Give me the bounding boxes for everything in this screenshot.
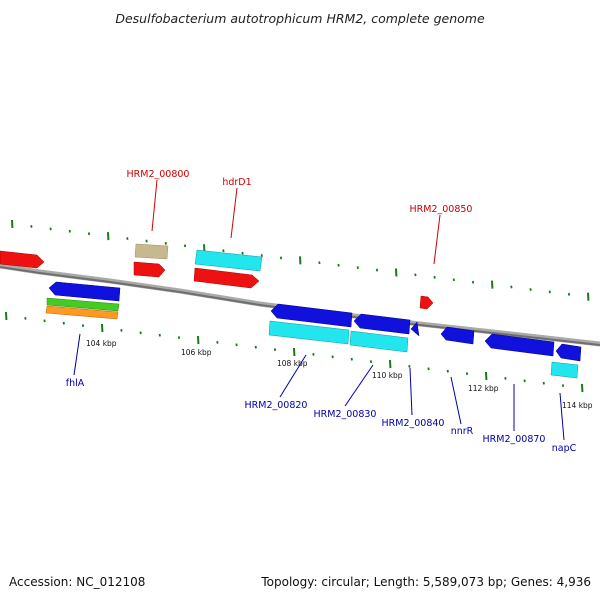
label-hdrD1[interactable]: hdrD1 xyxy=(222,177,251,188)
leader-hrm2-00800 xyxy=(151,179,158,232)
gene-hrm2-00820-hit[interactable] xyxy=(268,320,350,345)
label-napC[interactable]: napC xyxy=(552,443,577,454)
tick-label: 114 kbp xyxy=(562,401,593,410)
map-title: Desulfobacterium autotrophicum HRM2, com… xyxy=(115,11,485,26)
gene-hrm2-00840[interactable] xyxy=(410,321,420,337)
tick-label: 104 kbp xyxy=(86,339,117,348)
leader-fhlA xyxy=(73,333,81,376)
leader-hrm2-00830 xyxy=(344,364,374,407)
label-hrm2-00820[interactable]: HRM2_00820 xyxy=(245,400,308,411)
gene-fhlA-hit-orange[interactable] xyxy=(45,305,119,320)
gene-forward-left[interactable] xyxy=(0,250,45,269)
label-leaders xyxy=(73,179,565,441)
label-nnrR[interactable]: nnrR xyxy=(451,426,474,437)
label-fhlA[interactable]: fhlA xyxy=(66,378,85,389)
label-hrm2-00830[interactable]: HRM2_00830 xyxy=(314,409,377,420)
gene-nnrR[interactable] xyxy=(440,326,475,345)
label-hrm2-00870[interactable]: HRM2_00870 xyxy=(483,434,546,445)
tick-label: 108 kbp xyxy=(277,359,308,368)
gene-hrm2-00800-hit[interactable] xyxy=(134,243,169,260)
gene-hrm2-00870[interactable] xyxy=(484,333,555,357)
label-hrm2-00840[interactable]: HRM2_00840 xyxy=(382,418,445,429)
leader-hdrD1 xyxy=(230,187,238,239)
gene-fhlA[interactable] xyxy=(48,281,121,302)
outer-tick-ring xyxy=(11,219,590,301)
gene-hrm2-00830-hit[interactable] xyxy=(349,330,409,353)
tick-label: 106 kbp xyxy=(181,348,212,357)
gene-hrm2-00820[interactable] xyxy=(270,303,353,328)
label-hrm2-00800[interactable]: HRM2_00800 xyxy=(127,169,190,180)
gene-hdrD1[interactable] xyxy=(193,267,260,289)
leader-nnrR xyxy=(450,376,462,425)
leader-hrm2-00820 xyxy=(279,354,307,398)
reverse-features xyxy=(45,281,582,379)
gene-hrm2-00800[interactable] xyxy=(133,261,166,278)
inner-tick-ring xyxy=(5,311,584,393)
gene-labels: HRM2_00800 hdrD1 HRM2_00850 fhlA HRM2_00… xyxy=(66,169,577,454)
gene-hrm2-00830[interactable] xyxy=(353,313,411,335)
gene-hdrD1-hit[interactable] xyxy=(194,249,263,272)
gene-hrm2-00850[interactable] xyxy=(419,295,434,310)
gene-napC-hit[interactable] xyxy=(550,361,579,379)
genome-backbone-shade xyxy=(0,266,600,346)
leader-hrm2-00840 xyxy=(409,367,413,416)
tick-label: 110 kbp xyxy=(372,371,403,380)
tick-labels: 104 kbp 106 kbp 108 kbp 110 kbp 112 kbp … xyxy=(86,339,593,410)
forward-features xyxy=(0,243,434,310)
gene-fhlA-hit-green[interactable] xyxy=(46,297,120,312)
leader-hrm2-00850 xyxy=(433,214,441,265)
topology-summary: Topology: circular; Length: 5,589,073 bp… xyxy=(260,575,591,589)
tick-label: 112 kbp xyxy=(468,384,499,393)
gene-napC[interactable] xyxy=(555,343,582,362)
label-hrm2-00850[interactable]: HRM2_00850 xyxy=(410,204,473,215)
leader-napC xyxy=(559,392,565,441)
accession-text: Accession: NC_012108 xyxy=(9,575,145,589)
